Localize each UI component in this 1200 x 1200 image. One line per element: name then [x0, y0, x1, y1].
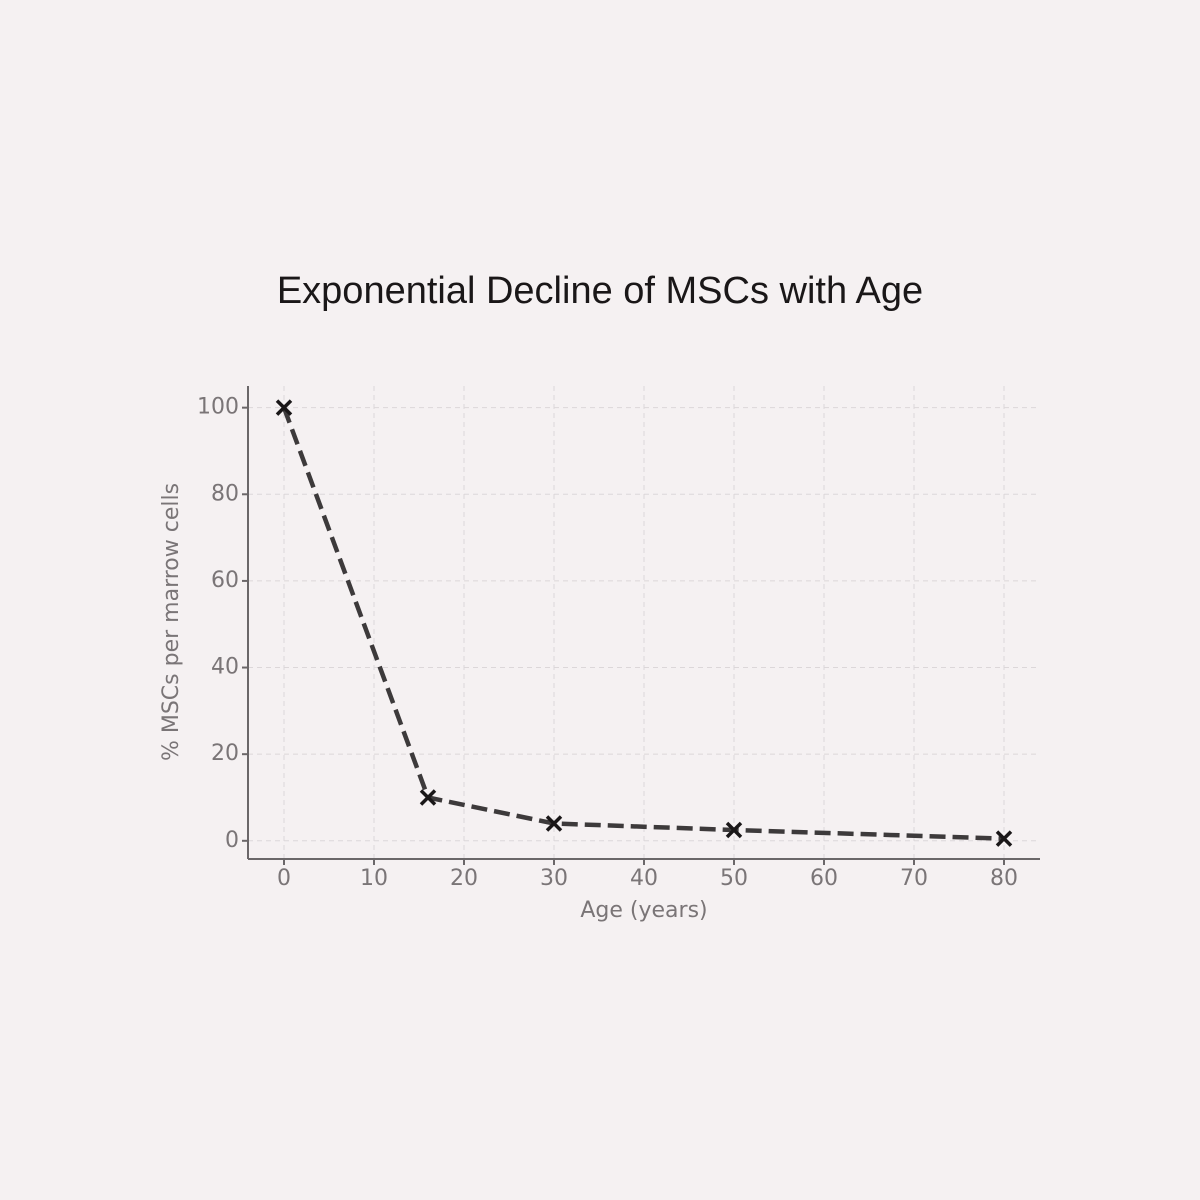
y-tick-label: 60	[211, 568, 239, 593]
x-axis-label: Age (years)	[580, 898, 707, 923]
data-marker	[995, 830, 1013, 847]
data-marker	[725, 821, 743, 839]
y-axis-label: % MSCs per marrow cells	[159, 483, 184, 761]
data-marker	[419, 789, 437, 806]
x-tick-label: 60	[810, 866, 838, 891]
x-tick-label: 20	[450, 866, 478, 891]
y-tick-label: 80	[211, 481, 239, 506]
x-tick-label: 10	[360, 866, 388, 891]
x-tick-label: 70	[900, 866, 928, 891]
y-tick-label: 100	[197, 395, 239, 420]
y-tick-label: 0	[225, 828, 239, 853]
x-tick-label: 40	[630, 866, 658, 891]
y-tick-label: 20	[211, 741, 239, 766]
x-tick-label: 80	[990, 866, 1018, 891]
x-tick-label: 30	[540, 866, 568, 891]
data-marker	[545, 815, 563, 832]
x-tick-label: 50	[720, 866, 748, 891]
y-tick-label: 40	[211, 655, 239, 680]
chart-title: Exponential Decline of MSCs with Age	[277, 270, 923, 312]
x-tick-label: 0	[277, 866, 291, 891]
data-marker	[275, 399, 293, 416]
